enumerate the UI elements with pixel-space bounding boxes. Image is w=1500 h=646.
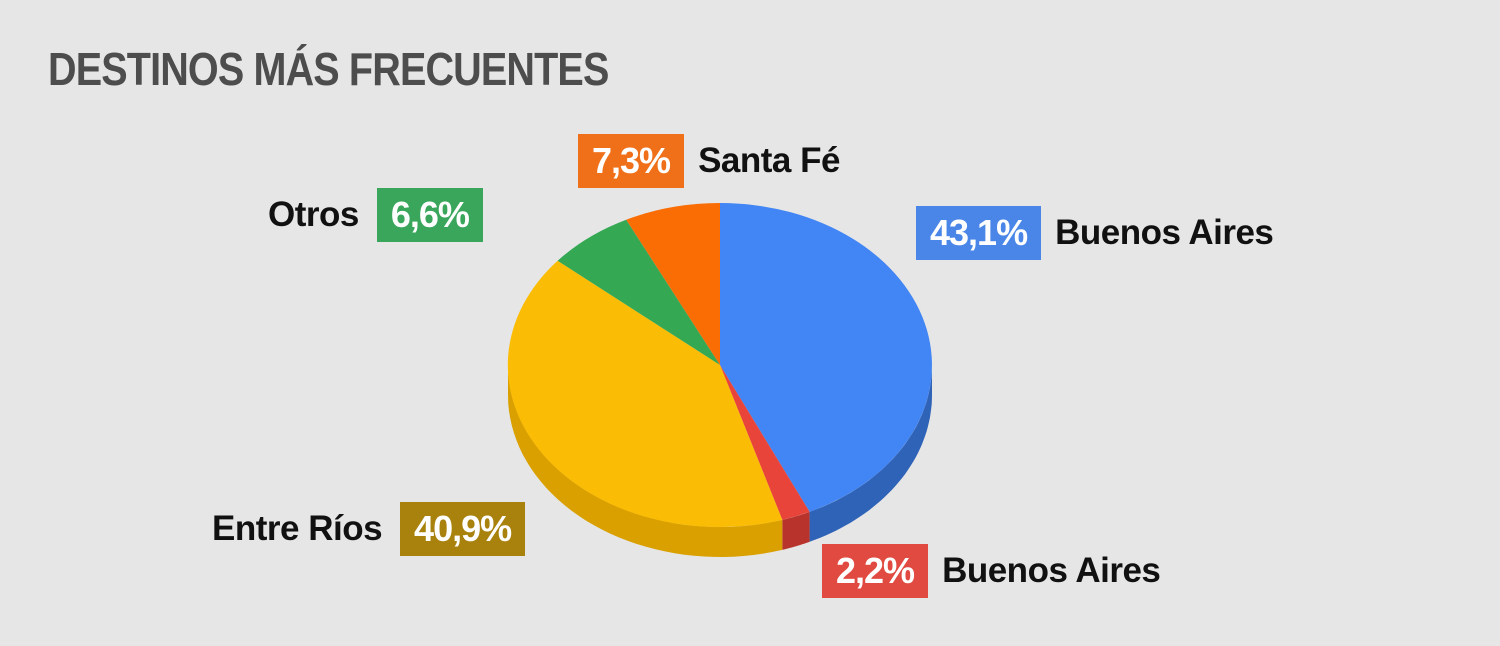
pie-slice-entre-rios (507, 260, 783, 528)
pie-slice-santa-fe (626, 203, 720, 365)
slice-name-entre-rios: Entre Ríos (212, 509, 383, 548)
pie-side-entre-rios (508, 365, 783, 557)
slice-name-buenos-aires-small: Buenos Aires (942, 551, 1161, 590)
pie-slice-buenos-aires-main (720, 203, 932, 512)
value-label-santa-fe: 7,3% (578, 134, 685, 188)
value-label-buenos-aires-main: 43,1% (916, 206, 1042, 260)
value-label-buenos-aires-small: 2,2% (822, 544, 929, 598)
value-label-otros: 6,6% (376, 188, 483, 242)
slice-name-santa-fe: Santa Fé (698, 141, 840, 180)
pie-slice-buenos-aires-small (720, 365, 810, 520)
pie-side-buenos-aires-main (809, 365, 932, 542)
pie-side-buenos-aires-small (782, 511, 810, 550)
label-buenos-aires-small: 2,2% Buenos Aires (822, 544, 1161, 598)
label-entre-rios: Entre Ríos 40,9% (212, 502, 526, 556)
label-santa-fe: 7,3% Santa Fé (578, 134, 840, 188)
slice-name-otros: Otros (268, 195, 359, 234)
value-label-entre-rios: 40,9% (400, 502, 526, 556)
chart-title: DESTINOS MÁS FRECUENTES (48, 43, 609, 95)
label-otros: Otros 6,6% (268, 188, 483, 242)
slice-name-buenos-aires-main: Buenos Aires (1055, 213, 1274, 252)
pie-slice-otros (557, 219, 720, 365)
label-buenos-aires-main: 43,1% Buenos Aires (916, 206, 1274, 260)
